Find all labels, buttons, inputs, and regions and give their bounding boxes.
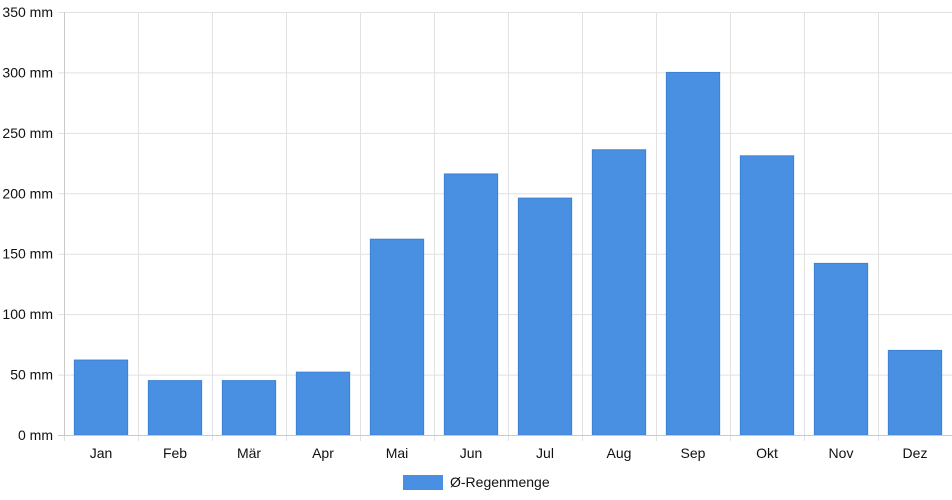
y-tick-label: 0 mm	[18, 427, 53, 443]
bar-jun[interactable]	[443, 173, 499, 436]
x-tick-label: Nov	[829, 445, 854, 461]
axes	[58, 12, 952, 436]
y-tick-label: 300 mm	[2, 64, 53, 80]
x-tick-label: Jan	[90, 445, 113, 461]
y-tick-label: 200 mm	[2, 185, 53, 201]
bar-okt[interactable]	[739, 155, 795, 436]
bar-jul[interactable]	[517, 197, 573, 436]
grid-lines	[58, 12, 952, 441]
x-tick-label: Mär	[237, 445, 261, 461]
y-axis-tick-labels: 0 mm 50 mm 100 mm 150 mm 200 mm 250 mm 300 mm 3…	[2, 4, 53, 443]
bars	[73, 71, 943, 436]
x-tick-label: Okt	[756, 445, 778, 461]
bar-apr[interactable]	[295, 371, 351, 436]
x-axis-tick-labels: Jan Feb Mär Apr Mai Jun Jul Aug Sep Okt Nov Dez	[90, 445, 928, 461]
y-tick-label: 150 mm	[2, 246, 53, 262]
x-tick-label: Feb	[163, 445, 187, 461]
bar-feb[interactable]	[147, 380, 203, 436]
y-tick-label: 250 mm	[2, 125, 53, 141]
bar-aug[interactable]	[591, 149, 647, 436]
y-tick-label: 50 mm	[10, 367, 53, 383]
y-tick-label: 100 mm	[2, 306, 53, 322]
bar-mai[interactable]	[369, 238, 425, 436]
legend-label[interactable]: Ø-Regenmenge	[450, 474, 550, 490]
x-tick-label: Jul	[536, 445, 554, 461]
bar-mär[interactable]	[221, 380, 277, 436]
legend[interactable]: Ø-Regenmenge	[403, 474, 550, 490]
x-tick-label: Apr	[312, 445, 334, 461]
bar-dez[interactable]	[887, 349, 943, 436]
x-tick-label: Jun	[460, 445, 483, 461]
y-tick-label: 350 mm	[2, 4, 53, 20]
legend-swatch[interactable]	[403, 475, 443, 490]
bar-nov[interactable]	[813, 262, 869, 436]
x-tick-label: Sep	[681, 445, 706, 461]
x-tick-label: Aug	[607, 445, 632, 461]
bar-jan[interactable]	[73, 359, 129, 436]
x-tick-label: Mai	[386, 445, 409, 461]
bar-sep[interactable]	[665, 71, 721, 436]
x-tick-label: Dez	[903, 445, 928, 461]
